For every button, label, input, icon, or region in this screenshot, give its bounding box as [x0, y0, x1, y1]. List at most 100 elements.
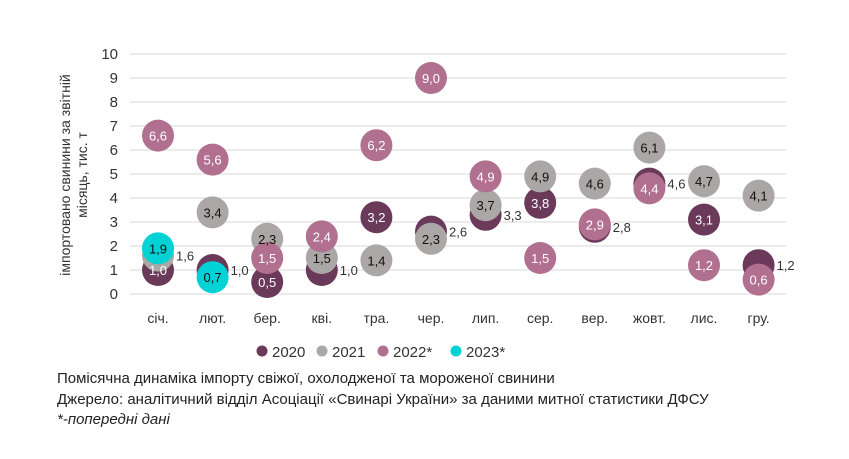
bubble-2022	[251, 242, 284, 274]
y-tick-label: 4	[110, 190, 118, 207]
legend-label: 2020	[272, 344, 305, 360]
bubble-2022	[415, 62, 447, 94]
bubble-2020	[688, 203, 720, 236]
x-tick-label: лис.	[691, 310, 718, 326]
x-tick-label: чер.	[418, 310, 445, 326]
y-axis-title: імпортовано свинини за звітніймісяць, ти…	[57, 74, 90, 275]
data-label: 5,6	[204, 153, 222, 168]
x-tick-label: лип.	[472, 310, 499, 326]
data-label: 3,4	[204, 205, 222, 220]
x-tick-label: гру.	[747, 310, 769, 326]
data-label: 2,9	[586, 217, 604, 232]
data-label: 0,5	[258, 275, 276, 290]
bubble-2021	[742, 179, 775, 212]
bubble-2022	[688, 249, 720, 282]
data-label: 4,9	[531, 169, 549, 184]
bubble-2022	[142, 119, 174, 152]
bubble-2022	[633, 172, 666, 205]
data-label: 1,5	[258, 251, 276, 266]
data-label: 4,7	[695, 174, 713, 189]
legend-marker	[256, 345, 268, 357]
data-label: 1,0	[149, 263, 167, 278]
data-label: 6,1	[640, 141, 658, 156]
y-tick-label: 2	[110, 238, 118, 255]
bubble-2022	[524, 242, 557, 274]
bubble-2021	[415, 222, 447, 255]
bubble-2020	[251, 266, 284, 298]
legend-marker	[377, 345, 389, 357]
bubble-2020	[524, 186, 557, 219]
data-label: 4,9	[477, 169, 495, 184]
data-label: 2,6	[449, 225, 467, 240]
data-label: 1,5	[531, 251, 549, 266]
x-tick-label: січ.	[147, 310, 168, 326]
bubble-2023	[142, 232, 174, 265]
data-label: 0,7	[204, 270, 222, 285]
data-label: 2,8	[613, 220, 631, 235]
data-label: 2,3	[422, 232, 440, 247]
data-label: 1,2	[777, 258, 795, 273]
data-label: 0,6	[750, 273, 768, 288]
x-tick-label: лют.	[199, 310, 226, 326]
x-tick-label: тра.	[363, 310, 389, 326]
data-label: 1,0	[231, 263, 249, 278]
preliminary-note: *-попередні дані	[57, 411, 170, 428]
bubble-2022	[196, 143, 229, 176]
data-label: 1,9	[149, 241, 167, 256]
data-label: 9,0	[422, 71, 440, 86]
data-label: 4,6	[667, 177, 685, 192]
y-tick-label: 1	[110, 262, 118, 279]
y-tick-label: 8	[110, 94, 118, 111]
data-label: 4,6	[586, 177, 604, 192]
data-label: 3,2	[367, 210, 385, 225]
data-label: 3,7	[477, 198, 495, 213]
bubble-2022	[742, 263, 775, 296]
data-label: 3,1	[695, 213, 713, 228]
data-label: 3,3	[504, 208, 522, 223]
x-tick-label: кві.	[312, 310, 333, 326]
bubble-chart: 0 1 2 3 4 5 6 7 8 9 10 січ. лют. бер. кві. тра. чер. лип.…	[57, 46, 795, 360]
legend-marker	[450, 345, 462, 357]
legend-label: 2021	[332, 344, 365, 360]
bubble-2021	[469, 189, 502, 222]
data-label: 1,2	[695, 258, 713, 273]
legend-label: 2023*	[466, 344, 505, 360]
data-label: 1,6	[176, 249, 194, 264]
bubble-2021	[360, 244, 393, 277]
data-label: 6,2	[367, 138, 385, 153]
bubble-2022	[469, 160, 502, 193]
bubble-2021	[633, 131, 666, 164]
legend-marker	[316, 345, 328, 357]
source-note: Джерело: аналітичний відділ Асоціації «С…	[57, 391, 709, 408]
data-label: 6,6	[149, 129, 167, 144]
bubble-2021	[524, 160, 557, 193]
data-label: 2,3	[258, 232, 276, 247]
data-label: 4,1	[750, 189, 768, 204]
bubble-2022	[305, 220, 338, 253]
x-tick-label: жовт.	[633, 310, 666, 326]
bubble-2021	[578, 167, 611, 200]
data-label: 4,4	[640, 181, 658, 196]
bubble-2022	[578, 208, 611, 241]
bubble-2021	[196, 196, 229, 229]
data-label: 2,4	[313, 229, 331, 244]
y-tick-label: 6	[110, 142, 118, 159]
data-label: 1,4	[367, 253, 385, 268]
x-tick-label: вер.	[581, 310, 608, 326]
bubble-2023	[196, 261, 229, 294]
bubble-2022	[360, 129, 393, 162]
bubble-2020	[360, 201, 393, 234]
y-tick-label: 0	[110, 286, 118, 303]
bubble-2021	[688, 165, 720, 198]
y-tick-label: 9	[110, 70, 118, 87]
y-tick-label: 7	[110, 118, 118, 135]
data-label: 1,5	[313, 251, 331, 266]
y-tick-label: 3	[110, 214, 118, 231]
data-label: 3,8	[531, 196, 549, 211]
y-tick-label: 10	[101, 46, 118, 63]
y-tick-label: 5	[110, 166, 118, 183]
chart-caption: Помісячна динаміка імпорту свіжої, охоло…	[57, 370, 555, 387]
x-tick-label: бер.	[254, 310, 281, 326]
x-tick-label: сер.	[527, 310, 553, 326]
data-label: 1,0	[340, 263, 358, 278]
